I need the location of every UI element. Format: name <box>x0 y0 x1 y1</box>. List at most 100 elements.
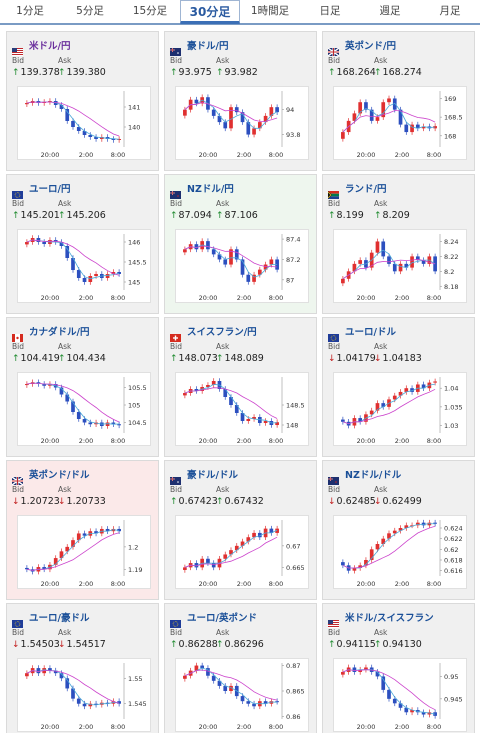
rate-card[interactable]: カナダドル/円 Bid Ask ↑104.419 ↑104.434 105.5 105 104… <box>6 317 159 457</box>
tab-7[interactable]: 月足 <box>439 5 461 17</box>
rate-card[interactable]: ランド/円 Bid Ask ↑8.199 ↑8.209 8.24 8.22 8.2 8.18 20… <box>322 174 475 314</box>
candle <box>82 703 87 707</box>
candle <box>65 546 70 552</box>
price-chart[interactable]: 0.624 0.622 0.62 0.618 0.616 20:00 2:00 8:00 <box>333 515 467 589</box>
price-chart[interactable]: 87.4 87.2 87 20:00 2:00 8:00 <box>175 229 309 303</box>
pair-name[interactable]: 英ポンド/ドル <box>29 470 90 481</box>
bid-value: ↓1.20723 <box>12 496 60 507</box>
tab-0[interactable]: 1分足 <box>16 5 44 17</box>
pair-name[interactable]: 米ドル/円 <box>29 41 71 52</box>
tab-4[interactable]: 1時間足 <box>250 5 290 17</box>
x-tick-label: 8:00 <box>269 151 284 159</box>
y-tick-label: 104.5 <box>128 419 147 427</box>
tab-5[interactable]: 日足 <box>319 5 341 17</box>
y-tick-label: 0.945 <box>444 695 463 703</box>
pair-name[interactable]: 豪ドル/ドル <box>187 470 238 481</box>
rate-card[interactable]: ユーロ/豪ドル Bid Ask ↓1.54503 ↓1.54517 1.55 1.545 20… <box>6 603 159 733</box>
price-chart[interactable]: 94 93.8 20:00 2:00 8:00 <box>175 86 309 160</box>
candle <box>234 107 239 113</box>
arrow-down-icon: ↓ <box>12 497 20 507</box>
price-chart[interactable]: 148.5 148 20:00 2:00 8:00 <box>175 372 309 446</box>
y-tick-label: 87.4 <box>286 236 300 244</box>
tab-3[interactable]: 30分足 <box>180 0 240 24</box>
card-header: NZドル/円 <box>170 182 234 199</box>
card-header: カナダドル/円 <box>12 325 90 342</box>
candle <box>252 532 256 538</box>
pair-name[interactable]: NZドル/円 <box>187 184 234 195</box>
rate-card[interactable]: ユーロ/円 Bid Ask ↑145.201 ↑145.206 146 145.5 145 20… <box>6 174 159 314</box>
candle <box>358 102 363 114</box>
candle <box>275 107 279 113</box>
rate-card[interactable]: ユーロ/英ポンド Bid Ask ↑0.86288 ↑0.86296 0.87 0.865 0… <box>164 603 317 733</box>
ask-value: ↑0.67432 <box>216 496 264 507</box>
candle <box>240 696 245 702</box>
rate-card[interactable]: ユーロ/ドル Bid Ask ↓1.04179 ↓1.04183 1.04 1.035 1.0… <box>322 317 475 457</box>
tab-2[interactable]: 15分足 <box>132 5 168 17</box>
candle <box>246 419 251 421</box>
candle <box>433 522 437 524</box>
rate-card[interactable]: 英ポンド/円 Bid Ask ↑168.264 ↑168.274 169 168.5 168 2… <box>322 31 475 171</box>
price-chart[interactable]: 0.87 0.865 0.86 20:00 2:00 8:00 <box>175 658 309 732</box>
pair-name[interactable]: 英ポンド/円 <box>345 41 396 52</box>
bid-number: 93.975 <box>178 67 212 78</box>
bid-label: Bid <box>12 199 24 208</box>
rate-card[interactable]: NZドル/円 Bid Ask ↑87.094 ↑87.106 87.4 87.2 87 20:0… <box>164 174 317 314</box>
pair-name[interactable]: ユーロ/ドル <box>345 327 396 338</box>
tab-1[interactable]: 5分足 <box>76 5 104 17</box>
candle <box>275 701 279 703</box>
ask-number: 1.54517 <box>66 639 106 650</box>
pair-name[interactable]: ユーロ/英ポンド <box>187 613 257 624</box>
bid-label: Bid <box>328 628 340 637</box>
candle <box>42 567 47 570</box>
rate-card[interactable]: 英ポンド/ドル Bid Ask ↓1.20723 ↓1.20733 1.2 1.19 20:0… <box>6 460 159 600</box>
rate-card[interactable]: スイスフラン/円 Bid Ask ↑148.073 ↑148.089 148.5 148 20… <box>164 317 317 457</box>
candle <box>105 274 110 278</box>
rate-card[interactable]: 米ドル/円 Bid Ask ↑139.378 ↑139.380 141 140 20:00 2:… <box>6 31 159 171</box>
x-tick-label: 8:00 <box>111 151 126 159</box>
candle <box>65 109 70 121</box>
candle <box>433 381 437 383</box>
rate-card[interactable]: 米ドル/スイスフラン Bid Ask ↑0.94115 ↑0.94130 0.95 0.94… <box>322 603 475 733</box>
price-chart[interactable]: 146 145.5 145 20:00 2:00 8:00 <box>17 229 151 303</box>
ma-long-line <box>26 670 120 704</box>
arrow-up-icon: ↑ <box>170 497 178 507</box>
pair-name[interactable]: ランド/円 <box>345 184 387 195</box>
x-tick-label: 20:00 <box>199 437 218 445</box>
pair-name[interactable]: 米ドル/スイスフラン <box>345 613 434 624</box>
candle <box>59 105 64 109</box>
arrow-up-icon: ↑ <box>170 640 178 650</box>
tab-6[interactable]: 週足 <box>379 5 401 17</box>
x-tick-label: 2:00 <box>79 580 94 588</box>
price-chart[interactable]: 1.55 1.545 20:00 2:00 8:00 <box>17 658 151 732</box>
rate-card[interactable]: 豪ドル/円 Bid Ask ↑93.975 ↑93.982 94 93.8 20:00 2:00… <box>164 31 317 171</box>
x-tick-label: 8:00 <box>269 580 284 588</box>
price-chart[interactable]: 1.2 1.19 20:00 2:00 8:00 <box>17 515 151 589</box>
candle <box>94 703 98 705</box>
eu-flag-icon <box>328 327 339 342</box>
rate-card[interactable]: 豪ドル/ドル Bid Ask ↑0.67423 ↑0.67432 0.67 0.665 20:… <box>164 460 317 600</box>
price-chart[interactable]: 105.5 105 104.5 20:00 2:00 8:00 <box>17 372 151 446</box>
x-tick-label: 20:00 <box>199 723 218 731</box>
price-chart[interactable]: 8.24 8.22 8.2 8.18 20:00 2:00 8:00 <box>333 229 467 303</box>
pair-name[interactable]: スイスフラン/円 <box>187 327 257 338</box>
x-tick-label: 20:00 <box>357 151 376 159</box>
pair-name[interactable]: ユーロ/円 <box>29 184 71 195</box>
ma-short-line <box>26 669 120 706</box>
candle <box>117 424 121 426</box>
price-chart[interactable]: 141 140 20:00 2:00 8:00 <box>17 86 151 160</box>
ask-value: ↑145.206 <box>58 210 106 221</box>
pair-name[interactable]: 豪ドル/円 <box>187 41 229 52</box>
ask-value: ↑148.089 <box>216 353 264 364</box>
candle <box>65 246 70 258</box>
price-chart[interactable]: 1.04 1.035 1.03 20:00 2:00 8:00 <box>333 372 467 446</box>
pair-name[interactable]: カナダドル/円 <box>29 327 90 338</box>
price-chart[interactable]: 0.67 0.665 20:00 2:00 8:00 <box>175 515 309 589</box>
pair-name[interactable]: NZドル/ドル <box>345 470 402 481</box>
pair-name[interactable]: ユーロ/豪ドル <box>29 613 90 624</box>
bid-label: Bid <box>12 342 24 351</box>
bid-value: ↑0.86288 <box>170 639 218 650</box>
price-chart[interactable]: 169 168.5 168 20:00 2:00 8:00 <box>333 86 467 160</box>
rate-card[interactable]: NZドル/ドル Bid Ask ↓0.62485 ↓0.62499 0.624 0.622 0… <box>322 460 475 600</box>
price-chart[interactable]: 0.95 0.945 20:00 2:00 8:00 <box>333 658 467 732</box>
candle <box>263 264 268 270</box>
